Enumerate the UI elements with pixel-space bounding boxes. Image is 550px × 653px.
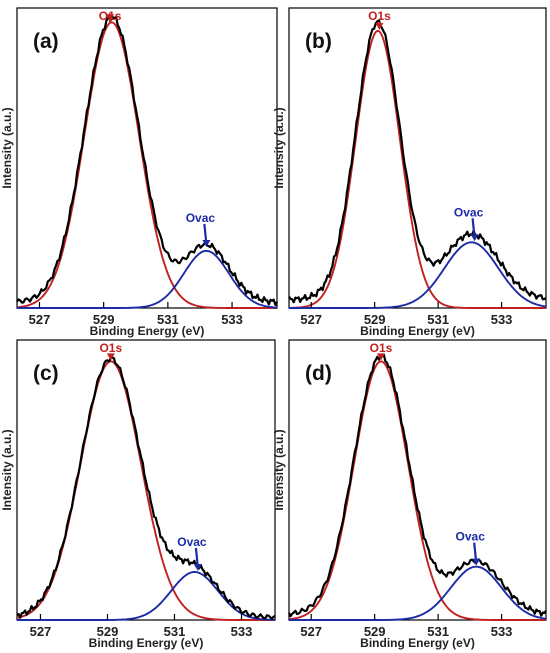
ovac-label: Ovac [456,530,486,544]
x-tick-label: 533 [221,312,243,327]
x-tick-label: 529 [93,312,115,327]
ovac-label: Ovac [177,535,207,549]
x-tick-label: 527 [300,312,322,327]
envelope-curve [288,19,547,304]
x-tick-label: 529 [364,624,386,639]
panel-label: (b) [305,30,332,53]
x-axis-label: Binding Energy (eV) [360,324,475,338]
x-axis-label: Binding Energy (eV) [360,636,475,650]
y-axis-label: Intensity (a.u.) [0,429,14,510]
o1s-label: O1s [368,9,391,23]
envelope-curve [288,353,547,618]
annotation-arrow-head [193,564,202,571]
plot-frame [16,7,278,309]
x-tick-label: 531 [427,312,449,327]
envelope-curve [16,356,276,620]
x-tick-label: 533 [231,624,253,639]
x-tick-label: 527 [30,624,52,639]
panel-b: 527 529 531 533 Binding Energy (eV) Intensity… [272,7,547,338]
x-tick-label: 527 [300,624,322,639]
annotation-arrow-head [470,234,479,242]
panel-label: (d) [305,362,332,385]
panel-c: 527 529 531 533 Binding Energy (eV) Intensity… [0,339,276,650]
x-tick-label: 533 [491,624,513,639]
x-tick-label: 527 [29,312,51,327]
panel-label: (a) [33,30,59,53]
x-tick-label: 531 [427,624,449,639]
x-tick-label: 533 [491,312,513,327]
panel-label: (c) [33,362,59,385]
fit-curve-1 [17,571,276,621]
x-axis-label: Binding Energy (eV) [90,324,205,338]
annotation-arrow-head [375,22,384,30]
plot-frame [16,339,276,621]
o1s-label: O1s [370,341,393,355]
fit-curve-0 [289,29,546,309]
plot-frame [288,7,547,309]
ovac-label: Ovac [454,205,484,219]
annotation-arrow-head [106,14,115,22]
o1s-label: O1s [99,9,122,23]
fit-curve-1 [17,249,278,309]
y-axis-label: Intensity (a.u.) [272,107,286,188]
x-tick-label: 531 [164,624,186,639]
fit-curve-1 [289,565,547,621]
panel-d: 527 529 531 533 Binding Energy (eV) Intensity… [272,339,547,650]
o1s-label: O1s [99,341,122,355]
fit-curve-1 [289,241,547,309]
x-tick-label: 531 [157,312,179,327]
x-tick-label: 529 [97,624,119,639]
plot-frame [288,339,547,621]
panel-a: 527 529 531 533 Binding Energy (eV) Intensity… [0,7,278,338]
fit-curve-0 [288,360,546,621]
annotation-arrow-head [472,558,481,566]
x-tick-label: 529 [364,312,386,327]
y-axis-label: Intensity (a.u.) [272,429,286,510]
annotation-arrow-head [202,240,211,247]
annotation-arrow-head [106,353,115,361]
x-axis-label: Binding Energy (eV) [89,636,204,650]
envelope-curve [16,14,278,306]
ovac-label: Ovac [186,211,216,225]
annotation-arrow-head [377,353,386,361]
y-axis-label: Intensity (a.u.) [0,107,14,188]
fit-curve-0 [16,360,275,621]
